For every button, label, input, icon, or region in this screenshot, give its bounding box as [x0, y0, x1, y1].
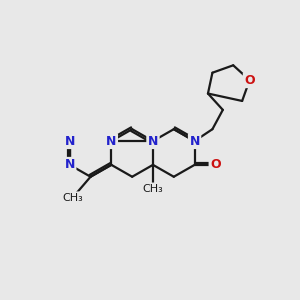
Text: CH₃: CH₃	[142, 184, 163, 194]
Text: N: N	[148, 135, 158, 148]
Text: CH₃: CH₃	[62, 193, 83, 202]
Text: N: N	[106, 135, 116, 148]
Text: N: N	[64, 158, 75, 171]
Text: N: N	[64, 135, 75, 148]
Text: O: O	[244, 74, 255, 87]
Text: N: N	[189, 135, 200, 148]
Text: O: O	[210, 158, 221, 171]
